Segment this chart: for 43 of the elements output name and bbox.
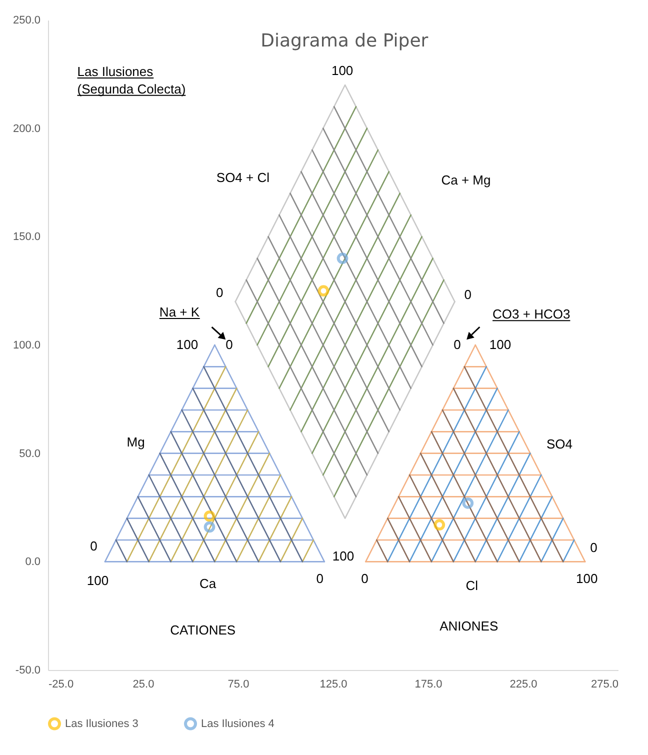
y-tick-label: 0.0 (25, 556, 40, 568)
annotation: Cl (466, 578, 478, 594)
annotation: 100 (489, 337, 512, 352)
annotation: 0 (361, 571, 368, 586)
annotation: Ca + Mg (441, 172, 491, 188)
annotation: Na + K (159, 304, 200, 320)
annotation: 100 (331, 62, 354, 78)
legend-label: Las Ilusiones 4 (201, 718, 274, 730)
annotation: (Segunda Colecta) (77, 81, 186, 96)
annotation: Ca (199, 576, 217, 592)
x-tick-label: 125.0 (320, 678, 348, 690)
annotation: 0 (216, 285, 224, 300)
annotation: 0 (464, 287, 472, 302)
annotation: 0 (454, 337, 461, 352)
x-tick-label: 225.0 (510, 678, 538, 690)
annotation: 0 (90, 538, 98, 554)
annotation: 100 (176, 337, 198, 352)
y-tick-label: 150.0 (12, 231, 40, 244)
annotation: ANIONES (440, 618, 498, 634)
annotation: Las Ilusiones (77, 64, 154, 79)
annotation: 100 (576, 571, 598, 586)
annotation: CO3 + HCO3 (492, 306, 570, 322)
annotation: SO4 (546, 436, 572, 452)
annotation: 100 (332, 548, 354, 564)
y-tick-label: 100.0 (12, 340, 40, 352)
annotation: SO4 + Cl (216, 170, 270, 186)
text: Diagrama de Piper (260, 30, 429, 52)
annotation: 0 (590, 540, 598, 556)
annotation: 0 (226, 337, 233, 352)
x-tick-label: 275.0 (590, 678, 618, 690)
annotation: 0 (316, 571, 324, 586)
annotation: 100 (86, 573, 109, 588)
y-tick-label: 50.0 (19, 448, 40, 460)
legend-label: Las Ilusiones 3 (65, 718, 138, 730)
y-tick-label: 200.0 (12, 122, 40, 135)
x-tick-label: 25.0 (132, 678, 154, 690)
x-tick-label: -25.0 (48, 678, 74, 690)
annotation: Mg (126, 434, 145, 450)
x-tick-label: 175.0 (414, 678, 442, 690)
x-tick-label: 75.0 (228, 678, 250, 690)
y-tick-label: 250.0 (12, 14, 40, 26)
y-tick-label: -50.0 (15, 664, 40, 676)
annotation: CATIONES (170, 622, 236, 638)
